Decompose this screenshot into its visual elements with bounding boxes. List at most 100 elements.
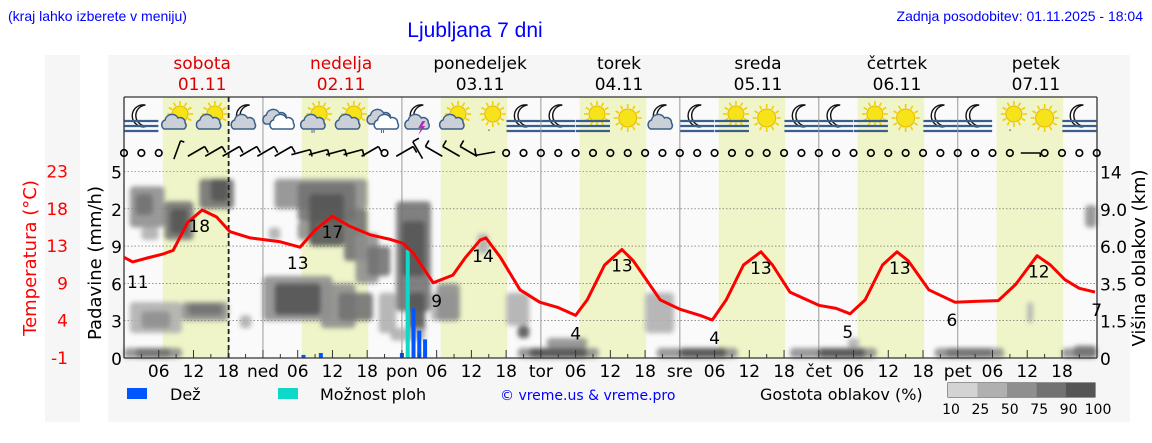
density-legend-swatch — [948, 383, 978, 397]
moon-fog-icon — [1062, 104, 1097, 133]
time-tick-label: 18 — [773, 362, 795, 382]
wind-barb-feather — [326, 149, 331, 157]
sun-ray — [218, 102, 223, 107]
rain-bar — [411, 308, 416, 358]
cloud-shape — [1009, 129, 1012, 132]
copyright-link[interactable]: © vreme.us & vreme.pro — [500, 388, 675, 404]
sun-ray — [222, 106, 227, 111]
precipitation-tick-label: 9 — [111, 238, 122, 258]
calm-wind-circle — [971, 148, 980, 158]
sun-ray — [758, 105, 763, 110]
precipitation-tick-label: 5 — [111, 164, 122, 184]
sun-ray — [913, 122, 919, 126]
wind-barb — [475, 151, 496, 157]
time-tick-label: 12 — [738, 362, 760, 382]
temperature-extreme-label: 18 — [188, 217, 210, 237]
sun-fog-icon — [714, 101, 749, 133]
temperature-extreme-label: 7 — [1091, 301, 1102, 321]
sun-ray — [500, 117, 505, 122]
sun-ray — [774, 110, 780, 114]
time-tick-label: 12 — [183, 362, 205, 382]
density-legend-label: 75 — [1030, 402, 1048, 418]
wind-barb-feather — [180, 140, 185, 143]
wind-barb-feather — [309, 149, 313, 157]
day-date: 05.11 — [734, 75, 783, 95]
calm-wind-circle — [154, 148, 163, 158]
day-name: sobota — [173, 54, 231, 74]
time-tick-label: 18 — [912, 362, 934, 382]
wind-barb — [308, 148, 328, 156]
legend-shower-label: Možnost ploh — [320, 385, 426, 404]
wind-barb — [361, 145, 379, 157]
temperature-axis-title: Temperatura (°C) — [20, 180, 41, 337]
day-date: 01.11 — [178, 75, 227, 95]
location-hint-link[interactable]: (kraj lahko izberete v meniju) — [8, 8, 187, 24]
cloud-shape — [334, 113, 361, 130]
sun-ray — [1032, 122, 1037, 126]
density-legend-swatch — [977, 383, 1007, 397]
sun-ray — [183, 102, 188, 107]
time-tick-label: 06 — [843, 362, 865, 382]
wind-barb-feather — [424, 140, 430, 147]
sun-ray — [1036, 126, 1041, 131]
calm-wind-circle — [623, 148, 632, 158]
moon-cloud-icon — [647, 104, 674, 130]
cloud-shape — [195, 113, 222, 130]
cloud-height-tick-label: 1.5 — [1100, 313, 1127, 333]
calm-wind-circle — [832, 148, 841, 158]
sun-disc — [896, 108, 916, 128]
time-tick-label: tor — [529, 362, 553, 382]
sun-ray — [322, 102, 327, 107]
cloud-shape — [404, 113, 430, 130]
temp-axis-panel — [45, 55, 80, 422]
cloud-height-tick-label: 9.0 — [1100, 201, 1127, 221]
cloud-shape — [230, 113, 257, 130]
wind-barb-feather — [344, 149, 348, 157]
sun-disc — [1035, 108, 1055, 128]
density-legend-swatch — [1065, 383, 1095, 397]
sun-fog-icon — [575, 101, 610, 133]
calm-wind-circle — [380, 148, 389, 158]
calm-wind-circle — [640, 148, 650, 158]
sun-ray — [754, 122, 759, 126]
time-tick-label: 18 — [634, 362, 656, 382]
sun-ray — [1002, 117, 1007, 122]
axes: -1 4 9 13 18 23 0 3 6 9 2 5 0 1.5 3.5 6.0 9.0 14 06 12 18 ned… — [46, 163, 1127, 383]
sun-ray — [878, 102, 883, 107]
temperature-extreme-label: 11 — [127, 273, 149, 293]
sun-ray — [632, 105, 636, 110]
sun-ray — [1052, 110, 1058, 114]
sun-ray — [770, 105, 775, 110]
calm-wind-circle — [901, 148, 910, 158]
density-legend-swatch — [1036, 383, 1066, 397]
wind-barb — [187, 145, 206, 157]
temperature-extreme-label: 6 — [947, 311, 958, 331]
moon-fog-icon — [819, 104, 854, 133]
sun-ray — [893, 122, 898, 126]
sun-ray — [913, 110, 919, 114]
lightning-bolt — [418, 121, 426, 135]
cloud-density-legend-title: Gostota oblakov (%) — [760, 385, 923, 404]
sun-ray — [361, 106, 366, 111]
sun-ray — [307, 106, 312, 111]
sun-cloud-icon — [438, 101, 472, 130]
cloud-patch — [436, 283, 460, 321]
cloud-shape — [299, 113, 326, 130]
wind-barb — [412, 141, 424, 160]
cloud-patch — [239, 315, 252, 329]
cloud-patch — [517, 325, 530, 339]
temperature-extreme-label: 13 — [889, 259, 911, 279]
time-tick-label: 06 — [982, 362, 1004, 382]
cloud-patch — [818, 348, 866, 358]
sun-ray — [450, 102, 455, 107]
calm-wind-circle — [866, 148, 876, 158]
sun-ray — [739, 102, 744, 107]
wind-barb — [395, 145, 414, 157]
sun-disc — [727, 105, 745, 123]
calm-wind-circle — [519, 148, 528, 158]
wind-barb-feather — [221, 146, 227, 153]
temperature-extreme-label: 13 — [611, 257, 633, 277]
sun-ray — [1002, 106, 1007, 111]
